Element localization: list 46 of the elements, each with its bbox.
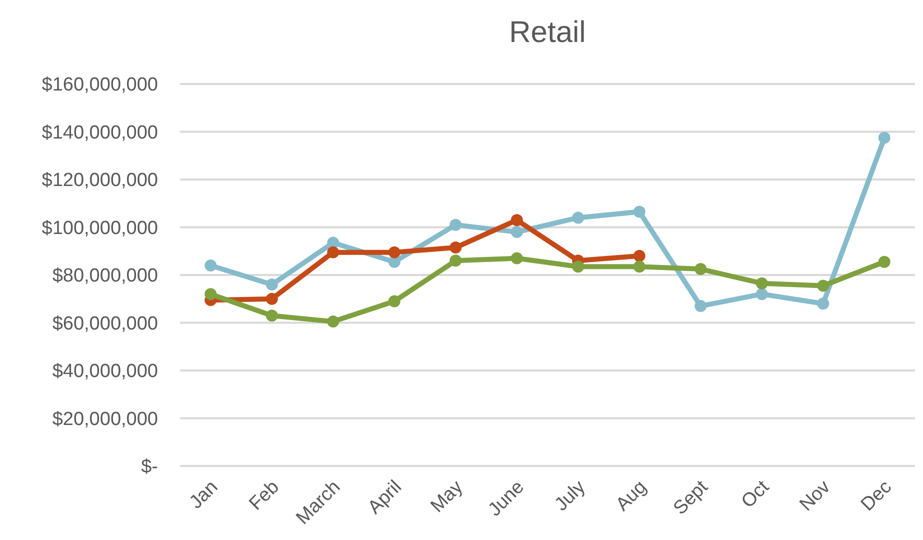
point (756, 277, 768, 290)
point (878, 132, 890, 144)
y-tick-label: $40,000,000 (52, 361, 158, 382)
x-tick-label: Dec (857, 476, 896, 516)
x-tick-label: May (426, 476, 468, 517)
point (450, 242, 462, 254)
point (878, 256, 890, 268)
point (510, 214, 523, 226)
y-tick-label: $140,000,000 (42, 122, 158, 144)
point (388, 246, 400, 258)
point (266, 278, 278, 291)
y-tick-label: $160,000,000 (42, 74, 158, 96)
point (510, 226, 523, 238)
point (817, 298, 830, 310)
x-tick-label: Jan (186, 476, 222, 514)
y-tick-label: $120,000,000 (42, 170, 158, 192)
point (510, 252, 523, 264)
x-tick-label: July (550, 476, 590, 516)
point (450, 218, 462, 231)
point (817, 280, 830, 292)
chart-title: Retail (509, 16, 586, 49)
x-tick-label: Nov (796, 476, 836, 516)
point (694, 300, 707, 312)
y-tick-label: $100,000,000 (42, 218, 158, 239)
point (572, 260, 584, 273)
x-tick-label: Feb (245, 476, 284, 515)
point (694, 263, 707, 276)
y-tick-label: $20,000,000 (52, 408, 158, 430)
point (756, 288, 768, 300)
point (204, 259, 217, 272)
y-tick-label: $60,000,000 (52, 313, 158, 334)
x-tick-label: Aug (612, 476, 651, 516)
point (327, 316, 340, 328)
point (266, 310, 278, 322)
point (633, 260, 646, 273)
x-tick-label: Oct (738, 476, 774, 512)
point (633, 206, 646, 218)
point (204, 288, 217, 300)
point (450, 254, 462, 267)
point (266, 292, 278, 305)
y-tick-label: $- (141, 456, 158, 478)
y-tick-label: $80,000,000 (52, 266, 158, 287)
point (572, 212, 584, 224)
point (327, 246, 340, 258)
point (633, 250, 646, 262)
point (388, 295, 400, 308)
